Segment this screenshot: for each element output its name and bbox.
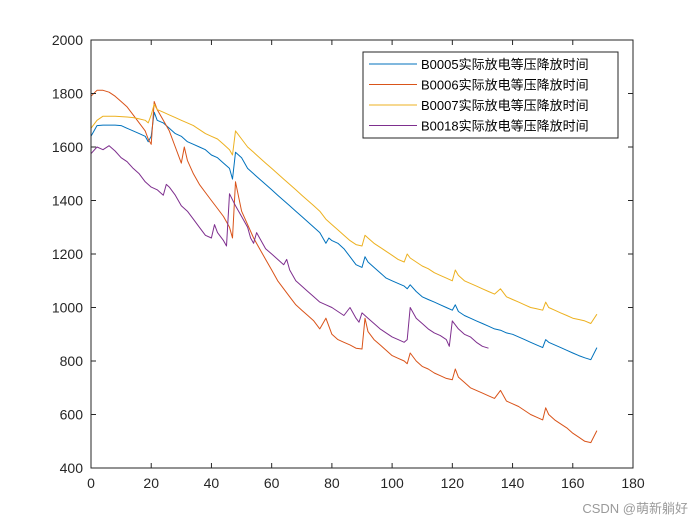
legend-label-1: B0005实际放电等压降放时间 [421,57,589,72]
axes-layer: 0 20 40 60 80 100 120 140 160 180 400 600 800 1000 120… [52,32,645,491]
y-tick-label: 1800 [52,86,83,102]
x-tick-label: 180 [621,475,645,491]
legend: B0005实际放电等压降放时间 B0006实际放电等压降放时间 B0007实际放电等… [362,51,619,139]
y-tick-label: 600 [60,407,84,423]
x-tick-label: 0 [87,475,95,491]
series-line-2 [90,89,598,444]
x-tick-label: 80 [324,475,340,491]
watermark-text: CSDN @萌新躺好 [582,501,688,516]
x-tick-label: 160 [561,475,585,491]
x-tick-label: 20 [143,475,159,491]
legend-label-3: B0007实际放电等压降放时间 [421,98,589,113]
x-tick-label: 120 [441,475,465,491]
series-line-4 [90,145,489,349]
y-tick-label: 1200 [52,246,83,262]
series-line-1 [90,111,598,361]
y-tick-label: 1600 [52,139,83,155]
y-tick-label: 2000 [52,32,83,48]
y-tick-label: 400 [60,460,84,476]
x-tick-label: 40 [204,475,220,491]
y-tick-label: 1400 [52,193,83,209]
x-tick-label: 100 [380,475,404,491]
series-line-3 [90,103,598,324]
legend-box [362,51,619,139]
y-tick-label: 1000 [52,300,83,316]
legend-label-2: B0006实际放电等压降放时间 [421,78,589,93]
y-tick-label: 800 [60,353,84,369]
x-tick-label: 140 [501,475,525,491]
series-layer [90,89,598,444]
legend-label-4: B0018实际放电等压降放时间 [421,119,589,134]
x-tick-label: 60 [264,475,280,491]
